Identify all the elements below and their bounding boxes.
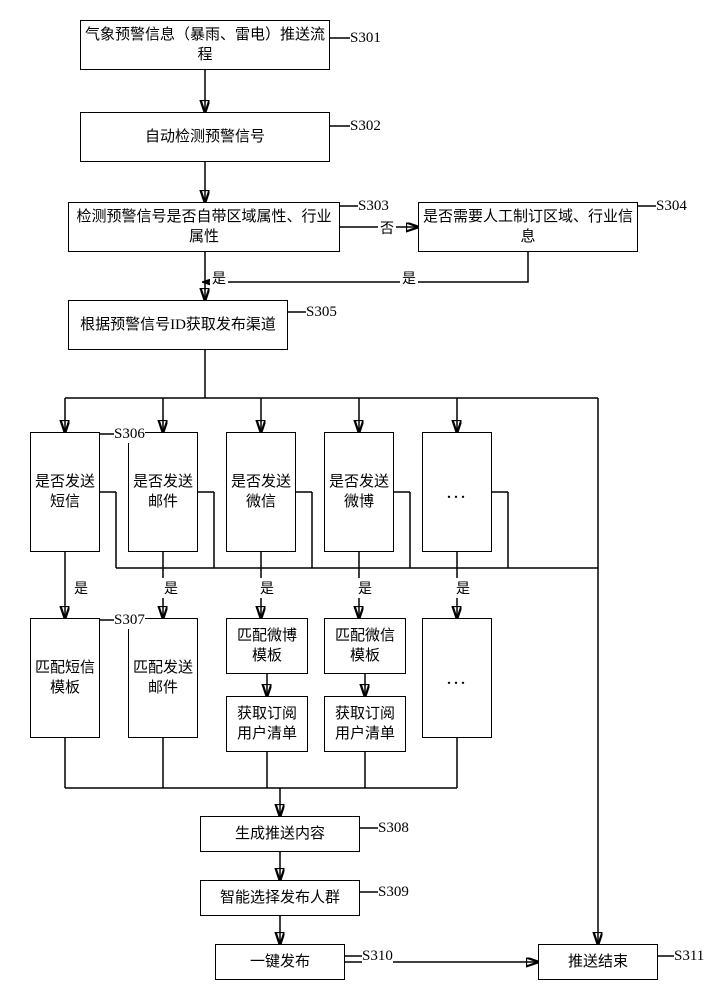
node-s311: 推送结束 [538,944,658,980]
edge-label-yes: 是 [258,578,276,598]
node-text: 生成推送内容 [235,824,325,844]
node-s309: 智能选择发布人群 [200,880,360,916]
node-text: ... [447,479,468,506]
node-send-sms: 是否发送短信 [30,432,100,552]
node-text: 匹配微信模板 [329,626,401,667]
node-match-sms: 匹配短信模板 [30,618,100,738]
step-label-s307: S307 [114,612,145,629]
step-label-s303: S303 [358,198,389,215]
node-get-weibo-users: 获取订阅用户清单 [226,696,308,752]
node-send-weibo: 是否发送微博 [324,432,394,552]
node-text: 智能选择发布人群 [220,888,340,908]
node-text: 一键发布 [250,952,310,972]
node-text: 是否发送微信 [231,472,291,513]
edge-label-yes: 是 [162,578,180,598]
step-label-s310: S310 [362,948,393,965]
node-match-mail: 匹配发送邮件 [128,618,198,738]
node-s305: 根据预警信号ID获取发布渠道 [68,300,288,350]
node-text: 根据预警信号ID获取发布渠道 [80,315,276,335]
node-text: 获取订阅用户清单 [231,704,303,745]
node-send-mail: 是否发送邮件 [128,432,198,552]
node-text: 匹配短信模板 [35,658,95,699]
node-text: 获取订阅用户清单 [329,704,401,745]
node-text: 气象预警信息（暴雨、雷电）推送流程 [85,25,325,66]
step-label-s306: S306 [114,426,145,443]
edge-label-no: 否 [378,218,396,238]
node-s301: 气象预警信息（暴雨、雷电）推送流程 [80,20,330,70]
node-match-weibo-template: 匹配微博模板 [226,618,308,674]
edge-label-yes: 是 [454,578,472,598]
node-text: 自动检测预警信号 [145,127,265,147]
node-text: 检测预警信号是否自带区域属性、行业属性 [73,207,335,248]
step-label-s308: S308 [378,820,409,837]
node-send-wechat: 是否发送微信 [226,432,296,552]
edge-label-yes: 是 [400,268,418,288]
step-label-s311: S311 [674,948,704,965]
edge-label-yes: 是 [72,578,90,598]
node-text: 匹配发送邮件 [133,658,193,699]
edge-label-yes: 是 [356,578,374,598]
edge-label-yes: 是 [210,268,228,288]
node-s303: 检测预警信号是否自带区域属性、行业属性 [68,202,340,252]
node-s310: 一键发布 [215,944,345,980]
node-match-wechat-template: 匹配微信模板 [324,618,406,674]
node-s308: 生成推送内容 [200,816,360,852]
node-text: 匹配微博模板 [231,626,303,667]
step-label-s302: S302 [350,118,381,135]
node-text: ... [447,665,468,692]
node-text: 是否发送邮件 [133,472,193,513]
node-text: 是否需要人工制订区域、行业信息 [423,207,633,248]
node-text: 是否发送微博 [329,472,389,513]
node-send-more: ... [422,432,492,552]
step-label-s301: S301 [350,30,381,47]
step-label-s305: S305 [306,304,337,321]
node-text: 推送结束 [568,952,628,972]
node-s304: 是否需要人工制订区域、行业信息 [418,202,638,252]
step-label-s304: S304 [656,198,687,215]
node-match-more: ... [422,618,492,738]
node-text: 是否发送短信 [35,472,95,513]
node-get-wechat-users: 获取订阅用户清单 [324,696,406,752]
node-s302: 自动检测预警信号 [80,112,330,162]
step-label-s309: S309 [378,884,409,901]
